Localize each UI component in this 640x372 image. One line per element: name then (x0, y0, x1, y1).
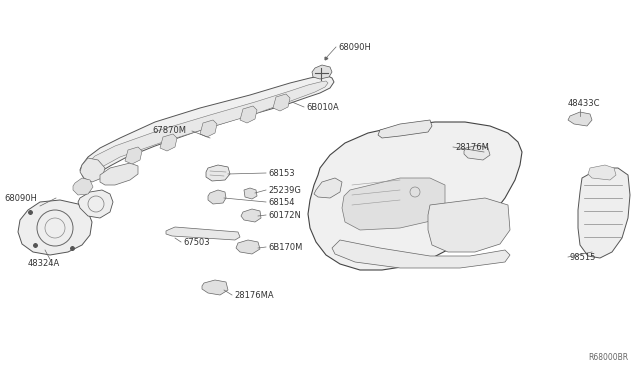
Polygon shape (273, 94, 290, 111)
Polygon shape (578, 168, 630, 258)
Polygon shape (80, 158, 105, 182)
Polygon shape (125, 147, 142, 164)
Polygon shape (342, 178, 445, 230)
Text: 98515: 98515 (570, 253, 596, 262)
Polygon shape (568, 112, 592, 126)
Polygon shape (78, 190, 113, 218)
Polygon shape (160, 134, 177, 151)
Polygon shape (200, 120, 217, 137)
Polygon shape (18, 200, 92, 255)
Text: 68090H: 68090H (338, 42, 371, 51)
Text: 60172N: 60172N (268, 211, 301, 219)
Text: 48324A: 48324A (28, 259, 60, 267)
Text: 28176MA: 28176MA (234, 291, 274, 299)
Polygon shape (100, 163, 138, 185)
Polygon shape (378, 120, 432, 138)
Polygon shape (208, 190, 226, 204)
Text: 68090H: 68090H (4, 193, 37, 202)
Polygon shape (428, 198, 510, 252)
Polygon shape (206, 165, 230, 181)
Polygon shape (236, 240, 260, 254)
Polygon shape (314, 178, 342, 198)
Polygon shape (240, 106, 257, 123)
Polygon shape (464, 145, 490, 160)
Text: 25239G: 25239G (268, 186, 301, 195)
Polygon shape (241, 209, 261, 222)
Text: 28176M: 28176M (455, 142, 489, 151)
Polygon shape (588, 165, 616, 180)
Polygon shape (73, 178, 93, 195)
Polygon shape (166, 227, 240, 240)
Polygon shape (80, 76, 334, 182)
Text: 67503: 67503 (183, 237, 210, 247)
Polygon shape (87, 81, 328, 174)
Polygon shape (332, 240, 510, 268)
Polygon shape (244, 188, 257, 199)
Text: R68000BR: R68000BR (588, 353, 628, 362)
Text: 6B010A: 6B010A (306, 103, 339, 112)
Polygon shape (308, 122, 522, 270)
Text: 6B170M: 6B170M (268, 243, 302, 251)
Text: 48433C: 48433C (568, 99, 600, 108)
Text: 68153: 68153 (268, 169, 294, 177)
Text: 67870M: 67870M (152, 125, 186, 135)
Polygon shape (312, 65, 332, 79)
Polygon shape (202, 280, 228, 295)
Text: 68154: 68154 (268, 198, 294, 206)
